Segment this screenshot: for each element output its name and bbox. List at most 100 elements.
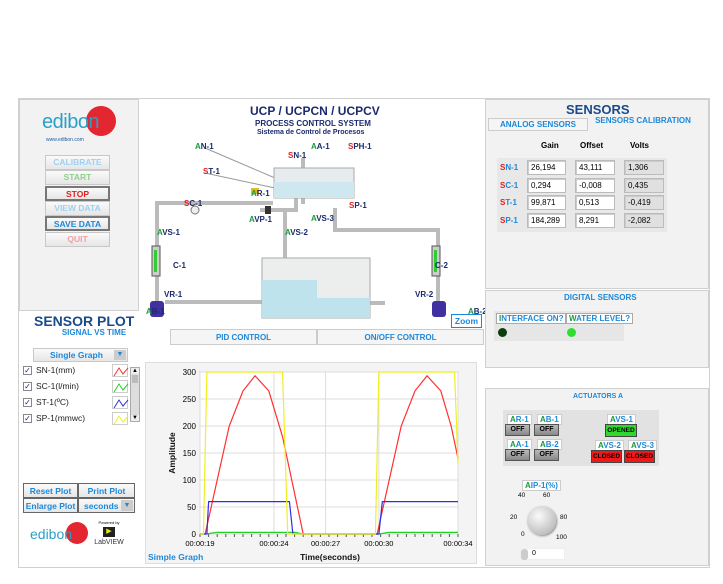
series-legend-swatch[interactable]: [112, 380, 129, 393]
y-tick-label: 250: [183, 395, 197, 404]
series-scrollbar[interactable]: ▲ ▼: [130, 367, 140, 422]
increment-icon[interactable]: [521, 549, 528, 560]
gain-field[interactable]: 184,289: [527, 212, 566, 228]
ab1-toggle[interactable]: OFF: [534, 424, 559, 436]
series-checkbox[interactable]: ✓: [23, 382, 32, 391]
tab-signal-vs-time[interactable]: SIGNAL VS TIME: [19, 328, 169, 343]
series-legend-swatch[interactable]: [112, 396, 129, 409]
avs2-toggle[interactable]: CLOSED: [591, 450, 622, 463]
tab-analog-sensors[interactable]: ANALOG SENSORS: [488, 118, 588, 131]
y-tick-label: 300: [183, 368, 197, 377]
chevron-down-icon: ▼: [121, 500, 133, 511]
series-checkbox[interactable]: ✓: [23, 414, 32, 423]
volts-value: -0,419: [624, 195, 664, 210]
x-tick-label: 00:00:27: [311, 539, 340, 548]
diagram-label-ar1: AR-1: [251, 189, 270, 198]
series-name: SP-1(mmwc): [36, 413, 86, 423]
diagram-label-ab1: AB-1: [146, 307, 165, 316]
offset-field[interactable]: 8,291: [575, 212, 615, 228]
diagram-label-an1: AN-1: [195, 142, 214, 151]
diagram-label-vr2: VR-2: [415, 290, 434, 299]
series-name: SC-1(l/min): [36, 381, 79, 391]
labview-logo: Powered by ▶ LabVIEW: [94, 520, 124, 546]
offset-field[interactable]: -0,008: [575, 177, 615, 193]
diagram-subtitle: PROCESS CONTROL SYSTEM: [255, 119, 371, 128]
water-level-label: WATER LEVEL?: [566, 313, 634, 324]
aip1-numeric[interactable]: 0: [520, 548, 565, 560]
y-tick-label: 150: [183, 449, 197, 458]
view-data-button[interactable]: VIEW DATA: [45, 201, 110, 216]
diagram-label-vr1: VR-1: [164, 290, 183, 299]
diagram-label-c1: C-1: [173, 261, 186, 270]
chevron-down-icon: ▼: [114, 350, 126, 360]
interface-label: INTERFACE ON?: [496, 313, 567, 324]
aa1-toggle[interactable]: OFF: [505, 449, 530, 461]
diagram-label-ab2: AB-2: [468, 307, 487, 316]
gain-field[interactable]: 0,294: [527, 177, 566, 193]
graph-name: Simple Graph: [148, 552, 204, 562]
diagram-label-c2: C-2: [435, 261, 448, 270]
ar1-toggle[interactable]: OFF: [505, 424, 530, 436]
tab-pid-control[interactable]: PID CONTROL: [170, 329, 317, 345]
series-name: ST-1(ºC): [36, 397, 69, 407]
gain-field[interactable]: 26,194: [527, 160, 566, 175]
print-plot-button[interactable]: Print Plot: [78, 483, 135, 498]
sensor-row-label: SP-1: [500, 215, 518, 225]
tab-sensors-calibration[interactable]: SENSORS CALIBRATION: [595, 116, 691, 125]
scroll-up-icon[interactable]: ▲: [131, 368, 139, 374]
stop-button[interactable]: STOP: [45, 186, 110, 201]
sensor-chart: 0 50 100 150 200 250 300 00:00:19 00:00:24 00:00:…: [167, 368, 473, 562]
graph-mode-select[interactable]: Single Graph ▼: [33, 348, 128, 362]
ab2-toggle[interactable]: OFF: [534, 449, 559, 461]
volts-value: 1,306: [624, 160, 664, 175]
zoom-button[interactable]: Zoom: [451, 314, 482, 328]
y-tick-label: 0: [192, 530, 197, 539]
quit-button[interactable]: QUIT: [45, 232, 110, 247]
y-axis-label: Amplitude: [167, 432, 177, 474]
diagram-label-avs3: AVS-3: [311, 214, 334, 223]
digital-sensors-title: DIGITAL SENSORS: [564, 293, 637, 302]
save-data-button[interactable]: SAVE DATA: [45, 216, 110, 231]
calibrate-button[interactable]: CALIBRATE: [45, 155, 110, 170]
diagram-label-avs2: AVS-2: [285, 228, 308, 237]
diagram-subtitle-es: Sistema de Control de Procesos: [257, 129, 365, 136]
diagram-label-sph1: SPH-1: [348, 142, 372, 151]
diagram-label-avs1: AVS-1: [157, 228, 180, 237]
column-header: Offset: [580, 141, 604, 150]
gain-field[interactable]: 99,871: [527, 195, 566, 210]
knob-scale-label: 40: [518, 492, 526, 499]
offset-field[interactable]: 0,513: [575, 195, 615, 210]
diagram-label-sn1: SN-1: [288, 151, 307, 160]
series-legend-swatch[interactable]: [112, 412, 129, 425]
series-line-ST-1(ºC): [200, 501, 458, 535]
scroll-down-icon[interactable]: ▼: [131, 415, 139, 421]
avs3-toggle[interactable]: CLOSED: [624, 450, 655, 463]
time-units-select[interactable]: seconds ▼: [78, 498, 135, 513]
enlarge-plot-button[interactable]: Enlarge Plot: [23, 498, 78, 513]
volts-value: -2,082: [624, 212, 664, 228]
offset-field[interactable]: 43,111: [575, 160, 615, 175]
volts-value: 0,435: [624, 177, 664, 193]
y-tick-label: 100: [183, 476, 197, 485]
knob-scale-label: 60: [543, 492, 551, 499]
sensor-row-label: SN-1: [500, 163, 519, 172]
knob-scale-label: 80: [560, 514, 568, 521]
reset-plot-button[interactable]: Reset Plot: [23, 483, 78, 498]
aip1-knob[interactable]: [527, 506, 556, 535]
series-name: SN-1(mm): [36, 365, 76, 375]
series-checkbox[interactable]: ✓: [23, 398, 32, 407]
diagram-label-avp1: AVP-1: [249, 215, 272, 224]
column-header: Volts: [630, 141, 649, 150]
y-tick-label: 50: [187, 503, 196, 512]
series-checkbox[interactable]: ✓: [23, 366, 32, 375]
tab-onoff-control[interactable]: ON/OFF CONTROL: [317, 329, 484, 345]
x-axis-label: Time(seconds): [300, 552, 360, 562]
start-button[interactable]: START: [45, 170, 110, 185]
sensors-title: SENSORS: [566, 102, 630, 117]
avs1-toggle[interactable]: OPENED: [605, 424, 637, 437]
series-line-SN-1(mm): [200, 374, 459, 535]
series-legend-swatch[interactable]: [112, 364, 129, 377]
diagram-label-sp1: SP-1: [349, 201, 367, 210]
sensor-plot-title: SENSOR PLOT: [34, 313, 135, 329]
knob-scale-label: 100: [556, 534, 567, 541]
